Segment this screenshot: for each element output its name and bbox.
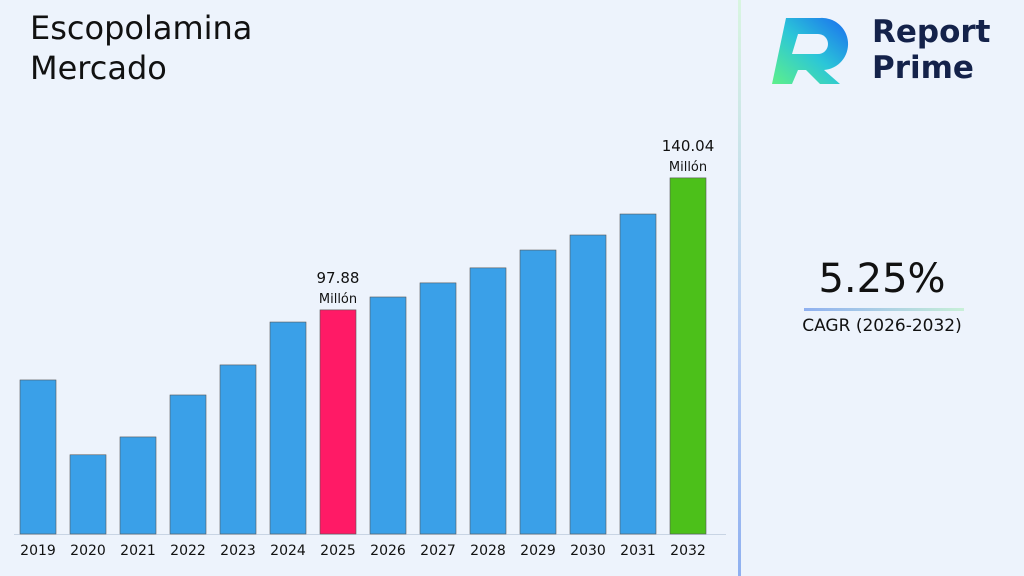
- x-tick-label: 2019: [20, 543, 56, 559]
- bar-2019: [19, 379, 57, 535]
- x-tick-label: 2020: [70, 543, 106, 559]
- x-tick-label: 2031: [620, 543, 656, 559]
- bar-2026: [369, 296, 407, 535]
- bar-2027: [419, 282, 457, 535]
- cagr-label: CAGR (2026-2032): [802, 316, 962, 336]
- cagr-underline: [804, 308, 964, 311]
- x-tick-label: 2022: [170, 543, 206, 559]
- brand-name: Report Prime: [872, 14, 991, 86]
- divider: [738, 0, 741, 576]
- x-tick-label: 2026: [370, 543, 406, 559]
- bar-2020: [69, 454, 107, 535]
- brand-line1: Report: [872, 14, 991, 50]
- bar-2024: [269, 321, 307, 535]
- bar-2029: [519, 249, 557, 535]
- bar-2025: [319, 309, 357, 535]
- x-tick-label: 2023: [220, 543, 256, 559]
- bar-2032: [669, 177, 707, 535]
- data-label: 140.04: [662, 137, 715, 155]
- x-tick-label: 2029: [520, 543, 556, 559]
- x-tick-label: 2032: [670, 543, 706, 559]
- cagr-value: 5.25%: [818, 256, 946, 302]
- bar-chart: 2019 2020 2021 2022 2023 2024 2025 97.88 Millón 2…: [14, 137, 726, 559]
- chart-title: Escopolamina Mercado: [30, 9, 253, 87]
- data-label: 97.88: [317, 269, 360, 287]
- brand-line2: Prime: [872, 50, 974, 86]
- data-label: Millón: [669, 160, 707, 175]
- bar-2022: [169, 394, 207, 535]
- data-label: Millón: [319, 292, 357, 307]
- bar-2021: [119, 436, 157, 535]
- x-tick-label: 2024: [270, 543, 306, 559]
- x-tick-label: 2030: [570, 543, 606, 559]
- x-tick-label: 2028: [470, 543, 506, 559]
- bar-2031: [619, 213, 657, 535]
- bar-2030: [569, 234, 607, 535]
- x-tick-label: 2027: [420, 543, 456, 559]
- x-tick-label: 2025: [320, 543, 356, 559]
- bar-2028: [469, 267, 507, 535]
- bar-2023: [219, 364, 257, 535]
- x-tick-label: 2021: [120, 543, 156, 559]
- report-prime-logo-icon: [772, 17, 849, 85]
